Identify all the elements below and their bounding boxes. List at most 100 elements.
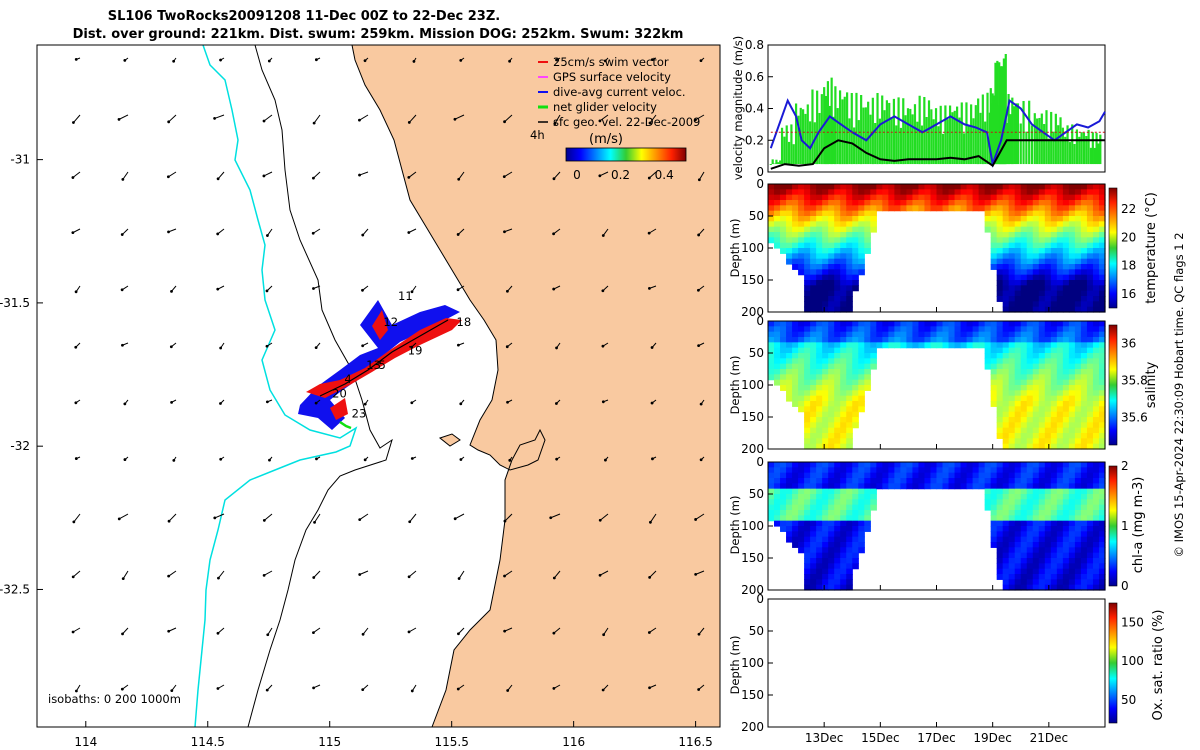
section-cell (1008, 406, 1016, 413)
section-cell (1092, 499, 1100, 506)
section-cell (1062, 542, 1070, 548)
section-cell (948, 478, 956, 484)
velocity-arrow-head (216, 631, 220, 635)
section-cell (1014, 443, 1022, 450)
section-cell (822, 401, 829, 407)
time-axis-ticks: 13Dec 15Dec 17Dec 19Dec 21Dec (805, 731, 1068, 745)
velocity-arrow-head (265, 688, 269, 692)
section-cell (1074, 462, 1082, 468)
section-cell (864, 326, 871, 333)
section-cell (1014, 510, 1022, 516)
section-cell (1068, 579, 1076, 586)
section-cell (1008, 579, 1016, 586)
section-cell (828, 395, 835, 402)
section-cell (1038, 433, 1046, 439)
section-cell (1098, 242, 1106, 249)
section-cell (816, 258, 823, 265)
section-cell (1068, 242, 1076, 249)
section-cell (798, 248, 805, 254)
section-cell (990, 385, 998, 391)
section-cell (810, 264, 817, 270)
section-cell (852, 347, 859, 354)
section-cell (1026, 253, 1034, 260)
section-cell (978, 483, 986, 490)
section-cell (858, 467, 865, 474)
section-cell (864, 248, 871, 254)
section-cell (786, 216, 793, 222)
section-cell (1032, 258, 1040, 265)
velocity-arrow (408, 570, 417, 578)
section-cell (846, 337, 853, 343)
section-cell (996, 411, 1004, 418)
section-cell (948, 326, 956, 333)
section-cell (1068, 205, 1076, 212)
section-cell (888, 478, 895, 484)
section-cell (1074, 353, 1082, 359)
section-cell (1068, 200, 1076, 206)
section-cell (1002, 369, 1010, 375)
velocity-arrow-head (123, 402, 127, 406)
section-cell (1092, 253, 1100, 260)
section-cell (810, 467, 817, 474)
section-cell (906, 194, 914, 201)
section-cell (1062, 363, 1070, 370)
section-cell (984, 194, 992, 201)
section-cell (1092, 438, 1100, 445)
section-cell (888, 189, 895, 196)
section-cell (1038, 189, 1046, 196)
section-cell (1008, 205, 1016, 212)
section-cell (882, 467, 889, 474)
section-cell (780, 331, 787, 338)
section-cell (1008, 210, 1016, 217)
section-cell (846, 269, 853, 276)
section-cell (846, 568, 853, 575)
section-cell (990, 242, 998, 249)
section-cell (1026, 472, 1034, 479)
section-cell (1026, 563, 1034, 570)
section-cell (1062, 574, 1070, 580)
temperature-colorbar-tick: 20 (1121, 230, 1136, 244)
section-cell (1086, 515, 1094, 522)
section-cell (1074, 478, 1082, 484)
section-cell (1074, 264, 1082, 270)
velocity-arrow-head (363, 59, 367, 63)
velocity-arrow-head (453, 517, 457, 521)
section-cell (1008, 504, 1016, 511)
section-cell (1044, 374, 1052, 381)
section-cell (1080, 558, 1088, 564)
section-cell (1032, 280, 1040, 286)
section-cell (1008, 363, 1016, 370)
section-cell (828, 504, 835, 511)
section-cell (828, 331, 835, 338)
section-cell (990, 515, 998, 522)
section-cell (942, 462, 950, 468)
series-sfc-geo-vel- (770, 139, 1105, 170)
section-cell (768, 363, 775, 370)
section-cell (786, 237, 793, 244)
section-cell (900, 205, 908, 212)
section-cell (1044, 253, 1052, 260)
section-cell (774, 221, 781, 228)
section-cell (816, 510, 823, 516)
section-cell (1068, 379, 1076, 386)
section-cell (978, 331, 986, 338)
velocity-arrow-head (456, 288, 460, 292)
section-cell (870, 494, 877, 500)
section-cell (1008, 520, 1016, 527)
section-cell (804, 568, 811, 575)
section-cell (870, 499, 877, 506)
section-cell (1014, 242, 1022, 249)
section-cell (1044, 520, 1052, 527)
section-cell (852, 216, 859, 222)
section-cell (786, 395, 793, 402)
section-cell (864, 331, 871, 338)
section-cell (840, 205, 847, 212)
section-cell (1014, 462, 1022, 468)
section-cell (1080, 542, 1088, 548)
section-cell (1002, 221, 1010, 228)
section-cell (846, 205, 853, 212)
velocity-arrow (73, 114, 81, 123)
section-cell (996, 258, 1004, 265)
section-cell (810, 462, 817, 468)
section-cell (822, 184, 829, 190)
